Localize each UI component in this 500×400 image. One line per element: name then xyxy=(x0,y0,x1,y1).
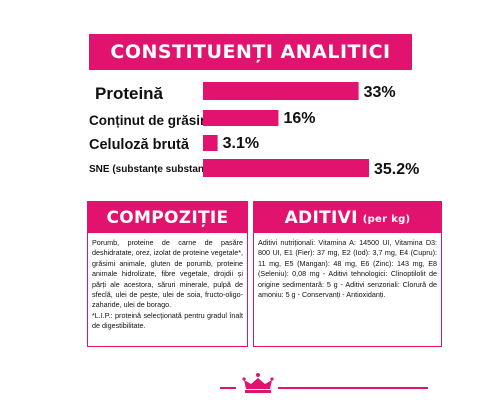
value-label: 35.2% xyxy=(374,161,419,178)
category-label: Proteină xyxy=(95,84,164,103)
bar xyxy=(203,110,279,126)
category-label: Celuloză brută xyxy=(89,137,190,153)
category-label: SNE (substanțe substanțe non azotate) xyxy=(89,164,275,175)
additives-header: ADITIVI (per kg) xyxy=(254,202,441,233)
category-label: Conținut de grăsimi xyxy=(89,113,216,128)
additives-body: Aditivi nutriționali: Vitamina A: 14500 … xyxy=(254,233,441,300)
value-label: 16% xyxy=(283,110,315,127)
footer-divider-right xyxy=(278,387,428,389)
additives-title: ADITIVI xyxy=(284,207,358,228)
bar xyxy=(203,135,218,151)
additives-panel: ADITIVI (per kg) Aditivi nutriționali: V… xyxy=(253,201,442,347)
footer-divider-left xyxy=(220,387,236,389)
additives-text: Aditivi nutriționali: Vitamina A: 14500 … xyxy=(258,238,437,300)
composition-ingredients-text: Porumb, proteine de carne de pasăre desh… xyxy=(92,238,243,310)
value-label: 33% xyxy=(364,84,396,101)
composition-title: COMPOZIȚIE xyxy=(88,202,247,233)
composition-note-text: *L.I.P.: proteină selecționată pentru gr… xyxy=(92,310,243,331)
composition-panel: COMPOZIȚIE Porumb, proteine de carne de … xyxy=(87,201,248,347)
composition-body: Porumb, proteine de carne de pasăre desh… xyxy=(88,233,247,332)
royal-canin-crown-icon xyxy=(242,373,274,393)
bar xyxy=(203,159,369,177)
section-title-banner: CONSTITUENȚI ANALITICI xyxy=(89,34,412,70)
bar xyxy=(203,82,359,100)
additives-unit: (per kg) xyxy=(362,213,411,225)
value-label: 3.1% xyxy=(223,135,259,152)
